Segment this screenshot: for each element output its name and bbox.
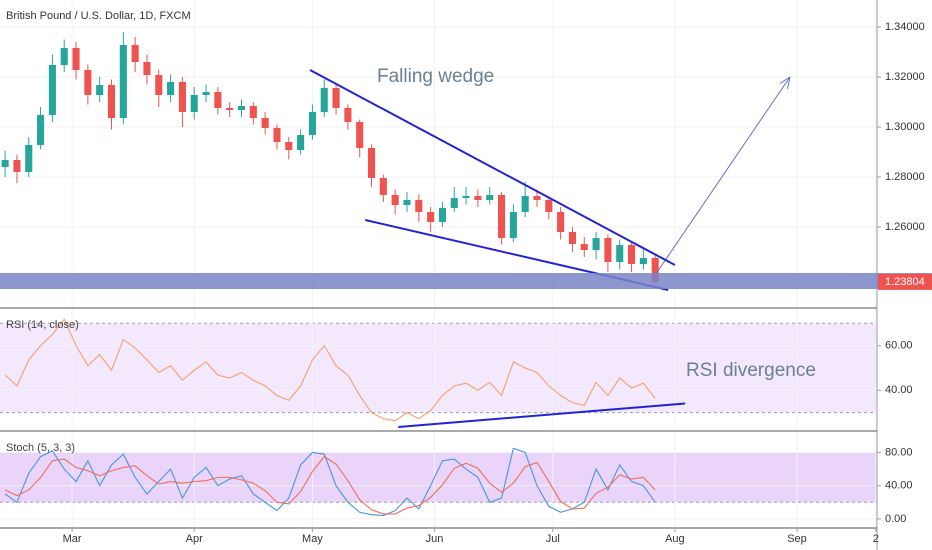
candle-body xyxy=(249,106,257,118)
candle-body xyxy=(521,196,529,212)
candle-body xyxy=(332,88,340,108)
candle-body xyxy=(545,200,553,212)
candle-body xyxy=(178,82,186,112)
candle-body xyxy=(391,195,399,205)
indicator-line xyxy=(4,455,656,515)
candle-body xyxy=(474,196,482,200)
candle-body xyxy=(320,88,328,112)
plot-layer xyxy=(0,0,881,528)
candle-body xyxy=(651,258,659,282)
candle-body xyxy=(226,108,234,110)
candle-body xyxy=(450,198,458,208)
candle-body xyxy=(616,245,624,262)
candle-body xyxy=(273,128,281,142)
y-tick-label: 0.00 xyxy=(885,513,906,525)
candle-body xyxy=(415,200,423,212)
y-tick-label: 1.28000 xyxy=(885,171,925,183)
band xyxy=(0,452,877,503)
candle-body xyxy=(403,200,411,205)
last-price-box xyxy=(878,273,932,290)
band xyxy=(0,323,877,413)
candle-body xyxy=(486,195,494,200)
annotation: Falling wedge xyxy=(377,66,494,87)
trend-line xyxy=(309,69,676,266)
candle-body xyxy=(356,122,364,148)
candle-body xyxy=(367,148,376,178)
x-tick-label: 2 xyxy=(873,533,879,545)
candle-body xyxy=(592,238,600,250)
candle-body xyxy=(107,85,116,118)
y-tick-label: 1.26000 xyxy=(885,221,925,233)
support-zone xyxy=(0,273,932,289)
candle-body xyxy=(285,142,293,150)
candle-body xyxy=(261,118,269,128)
x-tick-label: May xyxy=(302,533,323,545)
candle-body xyxy=(580,244,588,250)
chart-title: British Pound / U.S. Dollar, 1D, FXCM xyxy=(6,10,191,22)
candle-body xyxy=(237,106,246,110)
x-tick-label: Sep xyxy=(787,533,807,545)
candle-body xyxy=(628,245,636,264)
candle-body xyxy=(438,208,446,222)
candle-body xyxy=(155,75,163,95)
pane-title: RSI (14, close) xyxy=(6,319,79,331)
x-tick-label: Jul xyxy=(546,533,560,545)
candle-body xyxy=(308,112,316,135)
candle-body xyxy=(533,196,541,200)
candle-body xyxy=(25,145,33,172)
arrow-head xyxy=(787,76,791,89)
candle-body xyxy=(604,238,612,262)
candle-body xyxy=(37,115,45,145)
candle-body xyxy=(509,212,517,238)
y-tick-label: 40.00 xyxy=(885,384,913,396)
candle-body xyxy=(84,70,92,95)
y-tick-label: 80.00 xyxy=(885,446,913,458)
candle-body xyxy=(167,82,175,95)
candle-body xyxy=(96,85,104,95)
candle-body xyxy=(60,48,68,65)
y-tick-label: 40.00 xyxy=(885,480,913,492)
arrow-head xyxy=(779,76,791,84)
y-tick-label: 1.34000 xyxy=(885,21,925,33)
candle-body xyxy=(143,62,151,75)
candle-body xyxy=(214,92,222,108)
candle-body xyxy=(131,45,139,62)
candle-body xyxy=(497,195,506,238)
trend-line xyxy=(398,402,686,428)
candle-body xyxy=(344,108,352,122)
candle-body xyxy=(190,95,198,112)
candle-body xyxy=(639,258,647,264)
annotation: RSI divergence xyxy=(686,360,816,381)
y-tick-label: 60.00 xyxy=(885,340,913,352)
indicator-line xyxy=(4,318,656,422)
x-tick-label: Jun xyxy=(426,533,444,545)
arrow xyxy=(654,76,791,276)
candle-body xyxy=(48,65,56,115)
candle-body xyxy=(1,160,9,167)
candle-body xyxy=(379,178,387,195)
candle-body xyxy=(119,45,127,118)
y-tick-label: 1.32000 xyxy=(885,71,925,83)
y-tick-label: 1.30000 xyxy=(885,121,925,133)
x-tick-label: Apr xyxy=(186,533,203,545)
candle-body xyxy=(557,212,565,232)
candle-body xyxy=(568,232,576,244)
x-tick-label: Aug xyxy=(665,533,685,545)
candle-body xyxy=(297,135,305,150)
x-tick-label: Mar xyxy=(63,533,82,545)
candle-body xyxy=(462,196,470,198)
candle-body xyxy=(72,48,80,70)
pane-title: Stoch (5, 3, 3) xyxy=(6,442,75,454)
indicator-line xyxy=(4,447,656,517)
candle-body xyxy=(13,160,21,172)
last-price-label: 1.23804 xyxy=(885,276,925,288)
candle-body xyxy=(427,212,435,222)
candle-body xyxy=(202,92,210,95)
